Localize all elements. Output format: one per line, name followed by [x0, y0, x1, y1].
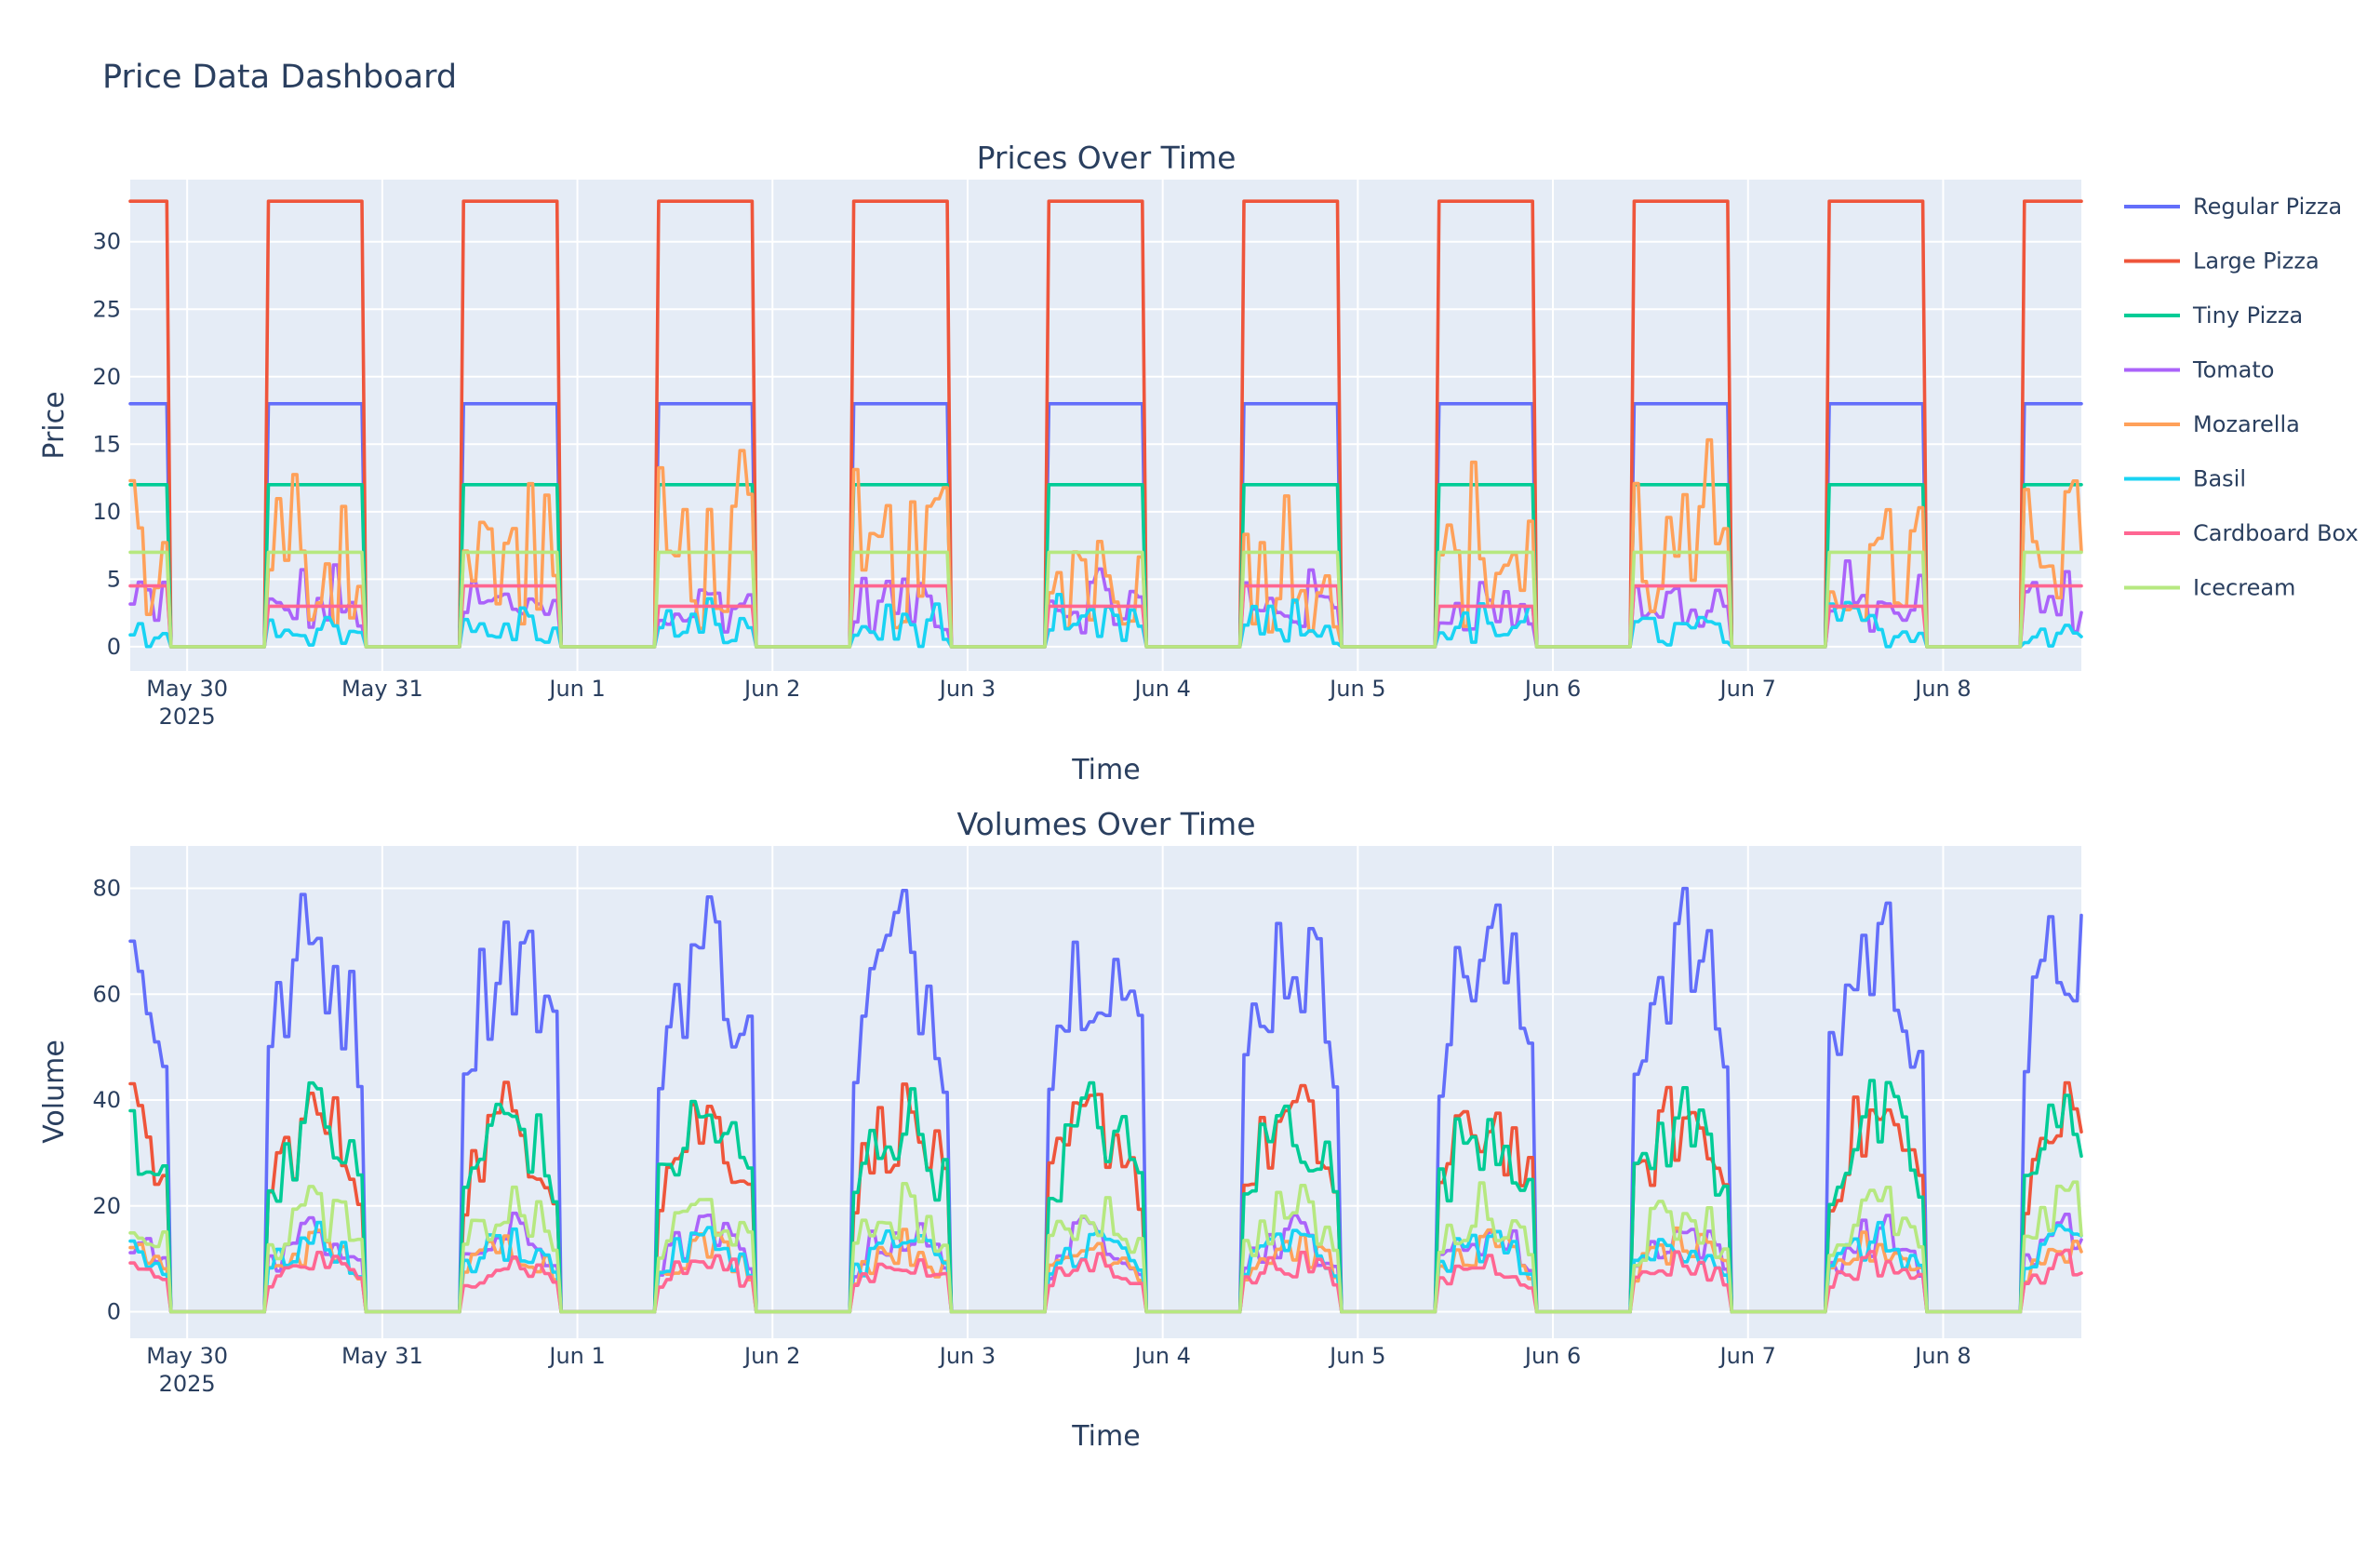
x-tick-label: Jun 4 [1132, 1343, 1190, 1369]
y-tick-label: 80 [92, 876, 121, 902]
x-tick-label: Jun 2 [742, 1343, 800, 1369]
legend-item-mozarella[interactable]: Mozarella [2124, 411, 2300, 437]
legend-label: Icecream [2193, 575, 2295, 601]
prices-x-grid [186, 180, 1945, 671]
volumes-x-axis-title: Time [1071, 1420, 1140, 1453]
prices-y-axis-title: Price [38, 391, 71, 459]
x-tick-label: Jun 5 [1328, 676, 1385, 702]
series-line-icecream [128, 1180, 2083, 1314]
legend-item-tomato[interactable]: Tomato [2124, 357, 2274, 383]
prices-chart-title: Prices Over Time [977, 140, 1237, 176]
x-year-label: 2025 [159, 704, 216, 730]
x-year-label: 2025 [159, 1371, 216, 1397]
y-tick-label: 0 [107, 1299, 121, 1325]
legend-label: Tomato [2192, 357, 2274, 383]
x-tick-label: Jun 1 [547, 676, 605, 702]
y-tick-label: 15 [92, 431, 121, 457]
x-tick-label: Jun 6 [1523, 676, 1581, 702]
x-tick-label: Jun 3 [938, 1343, 996, 1369]
volumes-plot-area [130, 846, 2081, 1338]
x-tick-label: May 31 [341, 676, 423, 702]
prices-plot-area [130, 180, 2081, 671]
volumes-series-lines [128, 886, 2083, 1314]
x-tick-label: May 30 [146, 676, 228, 702]
volumes-y-axis-title: Volume [38, 1040, 71, 1144]
x-tick-label: Jun 3 [938, 676, 996, 702]
x-tick-label: May 31 [341, 1343, 423, 1369]
x-tick-label: May 30 [146, 1343, 228, 1369]
legend-item-cardboard-box[interactable]: Cardboard Box [2124, 520, 2359, 546]
volumes-y-ticks: 0 20 40 60 80 [92, 876, 121, 1325]
y-tick-label: 0 [107, 634, 121, 660]
x-tick-label: Jun 1 [547, 1343, 605, 1369]
x-tick-label: Jun 8 [1913, 676, 1971, 702]
legend-item-regular-pizza[interactable]: Regular Pizza [2124, 194, 2342, 220]
volumes-x-grid [186, 846, 1945, 1338]
legend-item-tiny-pizza[interactable]: Tiny Pizza [2124, 302, 2303, 329]
prices-x-axis-title: Time [1071, 754, 1140, 786]
legend-item-basil[interactable]: Basil [2124, 466, 2246, 492]
x-tick-label: Jun 6 [1523, 1343, 1581, 1369]
y-tick-label: 60 [92, 981, 121, 1007]
legend-item-icecream[interactable]: Icecream [2124, 575, 2295, 601]
x-tick-label: Jun 4 [1132, 676, 1190, 702]
legend-label: Basil [2193, 466, 2246, 492]
y-tick-label: 30 [92, 229, 121, 255]
y-tick-label: 20 [92, 1193, 121, 1219]
volumes-chart-title: Volumes Over Time [956, 806, 1255, 842]
x-tick-label: Jun 7 [1718, 676, 1776, 702]
legend-label: Regular Pizza [2193, 194, 2342, 220]
y-tick-label: 20 [92, 364, 121, 390]
x-tick-label: Jun 5 [1328, 1343, 1385, 1369]
x-tick-label: Jun 8 [1913, 1343, 1971, 1369]
legend: Regular Pizza Large Pizza Tiny Pizza Tomato… [2124, 194, 2359, 601]
y-tick-label: 10 [92, 499, 121, 525]
x-tick-label: Jun 7 [1718, 1343, 1776, 1369]
legend-label: Tiny Pizza [2192, 302, 2303, 329]
legend-label: Cardboard Box [2193, 520, 2359, 546]
prices-y-ticks: 0 5 10 15 20 25 30 [92, 229, 121, 660]
y-tick-label: 5 [107, 566, 121, 592]
legend-label: Mozarella [2193, 411, 2300, 437]
dashboard-title: Price Data Dashboard [102, 59, 457, 96]
y-tick-label: 40 [92, 1087, 121, 1113]
x-tick-label: Jun 2 [742, 676, 800, 702]
legend-item-large-pizza[interactable]: Large Pizza [2124, 248, 2320, 275]
prices-series-lines [128, 199, 2083, 649]
legend-label: Large Pizza [2193, 248, 2320, 275]
series-line-icecream [128, 550, 2083, 649]
y-tick-label: 25 [92, 296, 121, 322]
